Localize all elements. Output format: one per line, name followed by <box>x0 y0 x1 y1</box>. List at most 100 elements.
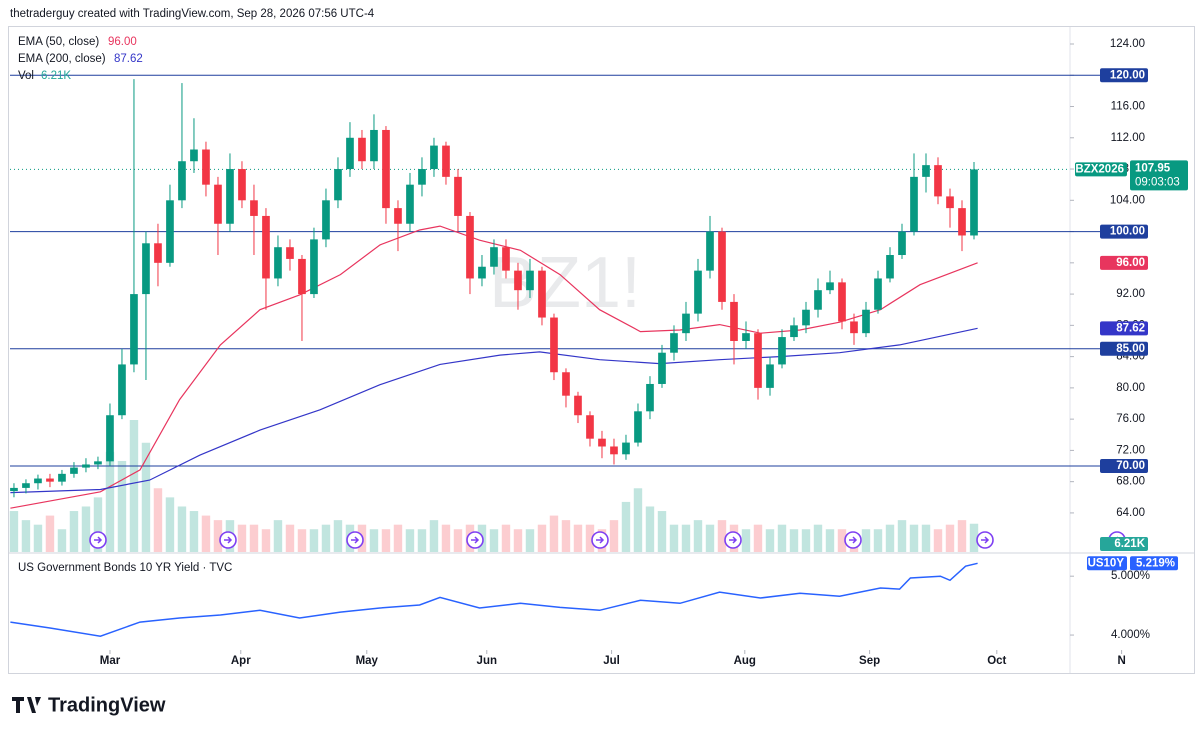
candle-body <box>406 184 414 224</box>
volume-bar <box>213 520 223 552</box>
event-arrow <box>729 536 738 544</box>
yield-legend: US Government Bonds 10 YR Yield · TVC <box>18 562 232 574</box>
yield-ticker-label: US10Y <box>1088 557 1125 569</box>
volume-bar <box>561 520 571 552</box>
candle-body <box>166 200 174 263</box>
ema-label: 87.62 <box>1116 322 1145 334</box>
candle-body <box>790 325 798 338</box>
volume-bar <box>645 506 655 552</box>
volume-bar <box>777 524 787 552</box>
candle-body <box>634 411 642 443</box>
volume-bar <box>117 460 127 552</box>
price-label: 107.95 <box>1135 162 1171 174</box>
volume-bar <box>129 420 139 552</box>
volume-bar <box>909 524 919 552</box>
candle-body <box>334 169 342 201</box>
candle-body <box>310 239 318 295</box>
volume-bar <box>753 524 763 552</box>
level-label: 120.00 <box>1110 69 1145 81</box>
volume-bar <box>93 497 103 552</box>
volume-bar <box>201 515 211 552</box>
y-tick-label: 104.00 <box>1110 194 1145 206</box>
volume-bar <box>873 529 883 552</box>
event-arrow <box>849 536 858 544</box>
plot: 64.0068.0072.0076.0080.0084.0088.0092.00… <box>9 38 1188 667</box>
volume-bar <box>441 524 451 552</box>
volume-bar <box>189 511 199 552</box>
candle-body <box>250 200 258 216</box>
x-tick-label: May <box>356 655 379 667</box>
x-tick-label: N <box>1117 655 1125 667</box>
volume-bar <box>417 529 427 552</box>
candle-body <box>862 309 870 334</box>
candle-body <box>562 372 570 396</box>
x-tick-label: Jun <box>477 655 497 667</box>
level-label: 85.00 <box>1116 343 1145 355</box>
volume-bar <box>333 520 343 552</box>
volume-bar <box>789 529 799 552</box>
candle-body <box>934 165 942 197</box>
candle-body <box>898 231 906 256</box>
candle-body <box>190 149 198 162</box>
volume-bar <box>393 524 403 552</box>
volume-label: 6.21K <box>1114 538 1145 550</box>
candle-body <box>466 215 474 279</box>
yield-tick-label: 4.000% <box>1111 629 1150 641</box>
volume-bar <box>105 451 115 552</box>
ema-line <box>10 327 978 494</box>
watermark: BZ1! <box>489 243 641 323</box>
candle-body <box>598 438 606 447</box>
volume-bar <box>273 520 283 552</box>
legend-vol-value: 6.21K <box>41 70 71 82</box>
candle-body <box>58 473 66 482</box>
candle-body <box>22 483 30 488</box>
volume-bar <box>513 529 523 552</box>
candle-body <box>802 309 810 326</box>
candle-body <box>178 161 186 201</box>
candle-body <box>454 176 462 216</box>
level-label: 100.00 <box>1110 226 1145 238</box>
yield-line <box>10 562 978 637</box>
event-arrow <box>471 536 480 544</box>
volume-bar <box>81 506 91 552</box>
ema-label: 96.00 <box>1116 257 1145 269</box>
ema-label-bg <box>1100 255 1148 270</box>
candle-body <box>874 278 882 310</box>
candle-body <box>430 145 438 170</box>
volume-bar <box>837 529 847 552</box>
level-label: 70.00 <box>1116 460 1145 472</box>
volume-bar <box>141 442 151 552</box>
x-tick-label: Mar <box>100 655 121 667</box>
volume-bar <box>453 529 463 552</box>
volume-bar <box>825 529 835 552</box>
volume-bar <box>45 515 55 552</box>
candle-body <box>418 169 426 185</box>
candle-body <box>322 200 330 240</box>
candle-body <box>742 333 750 341</box>
brand-logo: TradingView <box>12 694 166 716</box>
countdown-label: 09:03:03 <box>1135 176 1180 188</box>
volume-bar <box>765 529 775 552</box>
volume-bar <box>381 529 391 552</box>
volume-bar <box>321 524 331 552</box>
volume-bar <box>657 511 667 552</box>
ema-line <box>10 225 978 509</box>
candle-body <box>34 478 42 484</box>
candle-body <box>10 487 18 492</box>
candle-body <box>622 442 630 455</box>
volume-bar <box>609 520 619 552</box>
candle-body <box>46 478 54 482</box>
y-tick-label: 72.00 <box>1116 444 1145 456</box>
candle-body <box>298 258 306 295</box>
y-tick-label: 80.00 <box>1116 382 1145 394</box>
candle-body <box>958 208 966 236</box>
volume-bar <box>21 520 31 552</box>
candle-body <box>94 461 102 465</box>
candle-body <box>754 333 762 388</box>
level-label-bg <box>1100 224 1148 239</box>
volume-bar <box>921 524 931 552</box>
candle-body <box>346 137 354 170</box>
yield-value-label-bg <box>1130 556 1178 571</box>
volume-bar <box>633 488 643 552</box>
